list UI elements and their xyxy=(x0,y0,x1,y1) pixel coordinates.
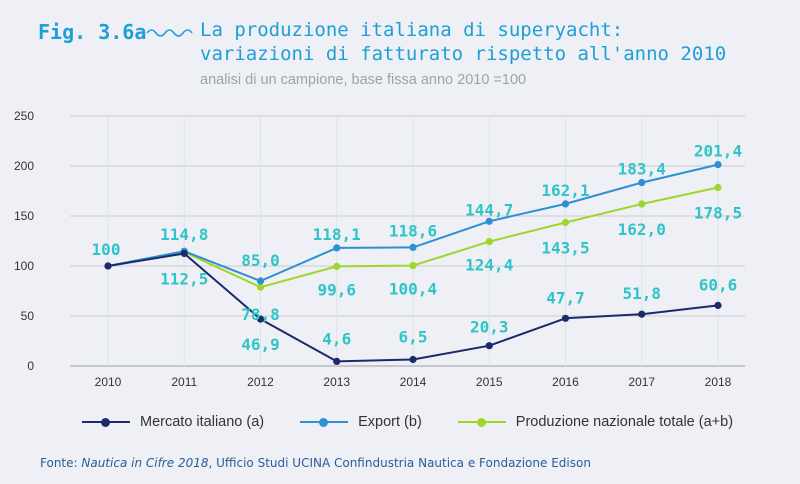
data-point xyxy=(104,262,112,270)
data-point xyxy=(409,243,417,251)
data-label: 47,7 xyxy=(546,288,585,307)
data-label: 20,3 xyxy=(470,318,509,337)
data-point xyxy=(333,357,341,365)
data-label: 99,6 xyxy=(317,280,356,299)
data-point xyxy=(333,244,341,252)
y-axis-ticks: 0 50 100 150 200 250 xyxy=(14,109,34,373)
legend-label-produzione: Produzione nazionale totale (a+b) xyxy=(515,414,734,430)
data-label: 100,4 xyxy=(389,280,437,299)
data-point xyxy=(256,277,265,285)
x-tick-label: 2012 xyxy=(247,375,274,389)
x-tick-label: 2014 xyxy=(400,375,427,389)
data-point xyxy=(256,315,265,323)
legend-item-mercato: Mercato italiano (a) xyxy=(82,414,264,430)
data-point xyxy=(485,342,493,350)
y-tick-label: 150 xyxy=(14,209,34,223)
x-tick-label: 2015 xyxy=(476,375,503,389)
data-label: 124,4 xyxy=(465,256,513,275)
legend-swatch-export xyxy=(300,415,349,429)
chart-title: La produzione italiana di superyacht: va… xyxy=(200,19,727,65)
x-axis-ticks: 2010 2011 2012 2013 2014 2015 2016 2017 2018 xyxy=(95,375,732,389)
data-point xyxy=(256,283,265,291)
data-point xyxy=(638,179,646,187)
data-point xyxy=(561,200,570,208)
data-label: 178,5 xyxy=(694,204,742,223)
x-tick-label: 2018 xyxy=(705,375,732,389)
y-tick-label: 250 xyxy=(14,109,34,123)
data-point xyxy=(638,310,646,318)
data-label: 201,4 xyxy=(694,142,742,161)
data-labels: 112,5 46,9 4,6 6,5 20,3 47,7 51,8 60,6 100 114,8 8… xyxy=(92,142,743,355)
data-label: 100 xyxy=(92,240,121,259)
y-tick-label: 200 xyxy=(14,159,34,173)
y-tick-label: 50 xyxy=(21,309,35,323)
legend-item-produzione: Produzione nazionale totale (a+b) xyxy=(457,414,734,430)
data-point xyxy=(333,262,341,270)
data-point xyxy=(561,314,570,322)
data-label: 114,8 xyxy=(160,225,208,244)
source-prefix: Fonte: xyxy=(40,456,82,470)
figure-label: Fig. 3.6a xyxy=(38,20,147,44)
data-label: 144,7 xyxy=(465,200,513,219)
legend-label-mercato: Mercato italiano (a) xyxy=(140,414,265,430)
data-label: 112,5 xyxy=(160,270,208,289)
data-label: 118,1 xyxy=(313,225,361,244)
data-point xyxy=(714,301,722,309)
data-label: 183,4 xyxy=(618,160,666,179)
data-point xyxy=(714,183,722,192)
data-point xyxy=(485,238,493,246)
data-label: 4,6 xyxy=(322,329,351,348)
data-label: 162,1 xyxy=(541,181,589,200)
data-point xyxy=(485,217,493,225)
data-point xyxy=(638,200,646,208)
data-label: 46,9 xyxy=(241,335,280,354)
legend-swatch-mercato xyxy=(82,415,130,429)
data-label: 60,6 xyxy=(699,275,738,294)
x-tick-label: 2013 xyxy=(323,375,350,389)
data-label: 51,8 xyxy=(622,284,661,303)
x-tick-label: 2016 xyxy=(552,375,579,389)
y-tick-label: 0 xyxy=(27,359,34,373)
chart-legend: Mercato italiano (a) Export (b) Produzio… xyxy=(82,410,769,434)
data-label: 78,8 xyxy=(241,305,280,324)
line-chart: 0 50 100 150 200 250 2010 2011 2012 2013 2014 2015… xyxy=(14,109,745,389)
x-tick-label: 2010 xyxy=(95,375,122,389)
x-tick-label: 2011 xyxy=(171,375,197,389)
y-tick-label: 100 xyxy=(14,259,34,273)
grid-lines xyxy=(70,115,745,367)
source-note: Fonte: Nautica in Cifre 2018, Ufficio St… xyxy=(40,456,591,470)
data-label: 118,6 xyxy=(389,221,437,240)
x-tick-label: 2017 xyxy=(628,375,655,389)
series-group xyxy=(104,161,722,365)
legend-swatch-produzione xyxy=(457,415,506,429)
data-label: 85,0 xyxy=(241,251,280,270)
data-point xyxy=(409,355,417,364)
wave-decoration-icon xyxy=(146,29,193,37)
source-rest: , Ufficio Studi UCINA Confindustria Naut… xyxy=(208,456,591,470)
data-point xyxy=(714,161,722,169)
chart-header: Fig. 3.6a La produzione italiana di supe… xyxy=(0,0,800,100)
data-label: 143,5 xyxy=(541,239,589,258)
legend-item-export: Export (b) xyxy=(300,414,422,430)
data-label: 6,5 xyxy=(399,328,428,347)
data-point xyxy=(409,262,417,270)
legend-label-export: Export (b) xyxy=(358,414,422,430)
data-point xyxy=(561,218,570,227)
data-point xyxy=(180,249,188,258)
source-publication: Nautica in Cifre 2018 xyxy=(81,456,209,470)
chart-subtitle: analisi di un campione, base fissa anno … xyxy=(200,72,527,88)
data-label: 162,0 xyxy=(618,220,666,239)
